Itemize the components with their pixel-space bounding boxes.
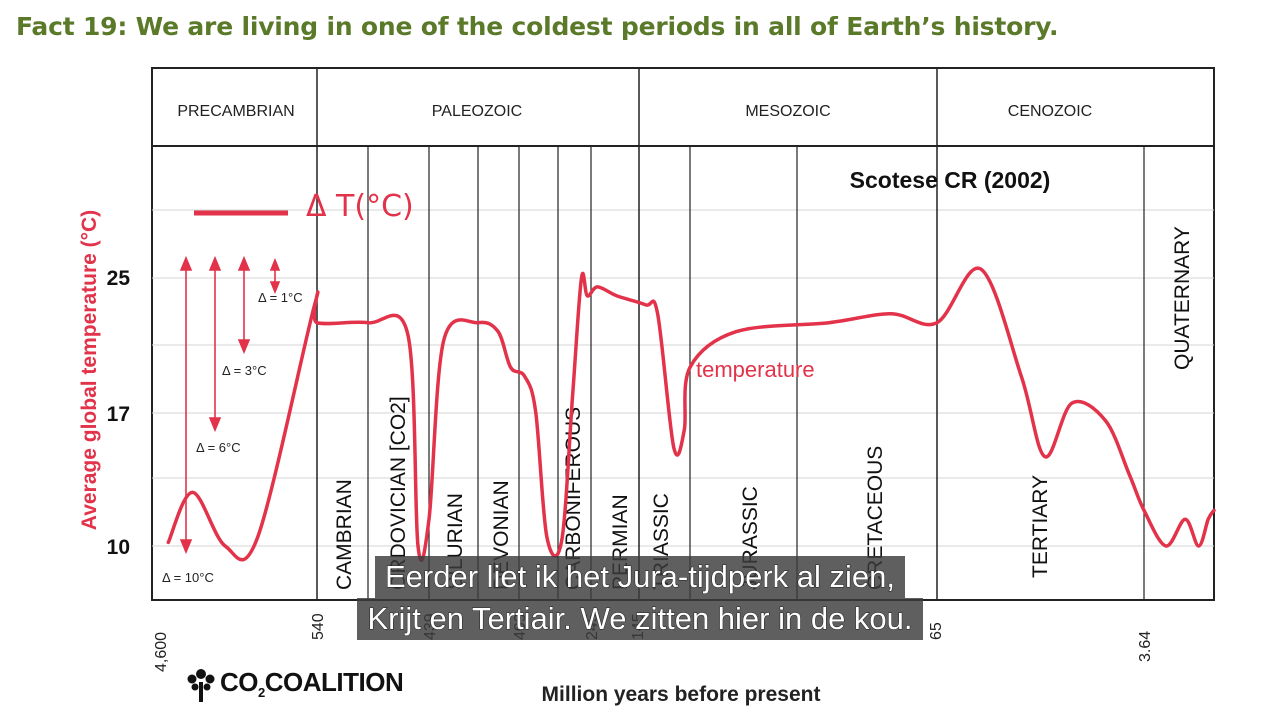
delta-label-6: Δ = 6°C <box>196 440 241 455</box>
tree-icon <box>187 669 215 702</box>
temperature-point-27 <box>689 366 691 368</box>
temperature-point-22 <box>616 295 618 297</box>
temperature-point-8 <box>417 545 419 547</box>
period-label-cambrian: CAMBRIAN <box>333 479 356 590</box>
temperature-point-18 <box>572 393 574 395</box>
x-tick-540: 540 <box>310 613 327 640</box>
temperature-point-13 <box>510 366 512 368</box>
delta-scale-arrows <box>179 255 281 555</box>
x-axis-title: Million years before present <box>542 683 821 706</box>
temperature-point-42 <box>1207 518 1209 520</box>
temperature-point-14 <box>524 375 526 377</box>
temperature-point-11 <box>477 322 479 324</box>
temperature-point-32 <box>980 268 982 270</box>
temperature-point-24 <box>657 313 659 315</box>
temperature-point-29 <box>828 322 830 324</box>
temperature-point-10 <box>443 340 445 341</box>
temperature-point-34 <box>1044 456 1046 458</box>
temperature-point-3 <box>257 536 259 538</box>
temperature-point-35 <box>1071 402 1073 404</box>
temperature-point-9 <box>428 518 430 520</box>
temperature-point-39 <box>1165 545 1167 547</box>
x-tick-4600: 4,600 <box>153 632 170 672</box>
temperature-point-30 <box>890 313 892 315</box>
y-tick-17: 17 <box>107 403 130 426</box>
era-label-mesozoic: MESOZOIC <box>745 103 830 120</box>
period-label-silurian: SILURIAN <box>444 493 467 590</box>
temperature-point-23 <box>645 304 646 306</box>
temperature-point-5 <box>316 322 318 324</box>
period-label-triassic: TRIASSIC <box>650 493 673 590</box>
temperature-point-33 <box>1020 375 1022 377</box>
gridlines <box>152 209 1214 547</box>
period-label-devonian: DEVONIAN <box>490 480 513 590</box>
source-label: Scotese CR (2002) <box>850 167 1051 193</box>
period-label-ordovician: ORDOVICIAN [CO2] <box>387 396 410 590</box>
period-label-permian: PERMIAN <box>609 494 632 590</box>
period-label-tertiary: TERTIARY <box>1029 475 1052 578</box>
delta-label-3: Δ = 3°C <box>222 363 267 378</box>
period-label-cretaceous: CRETACEOUS <box>864 446 887 590</box>
temperature-point-25 <box>673 447 675 449</box>
period-label-jurassic: JURASSIC <box>739 486 762 590</box>
x-tick-65: 65 <box>928 622 945 640</box>
x-tick-145: 145 <box>630 613 647 640</box>
era-label-cenozoic: CENOZOIC <box>1008 103 1092 120</box>
temperature-point-4 <box>314 304 316 306</box>
era-dividers <box>316 68 938 600</box>
co2-coalition-logo: CO2COALITION <box>184 666 404 702</box>
temperature-point-36 <box>1105 420 1107 422</box>
y-tick-10: 10 <box>107 536 130 559</box>
temperature-point-6 <box>367 322 369 324</box>
x-tick-3-64: 3.64 <box>1137 631 1154 662</box>
temperature-point-28 <box>735 331 737 333</box>
temperature-point-38 <box>1143 509 1145 511</box>
temperature-point-16 <box>546 536 548 538</box>
y-axis-title: Average global temperature (°C) <box>78 210 101 530</box>
temperature-series-points <box>167 268 1215 547</box>
temperature-point-12 <box>497 331 499 333</box>
temperature-point-19 <box>581 277 582 279</box>
temperature-point-1 <box>192 491 194 493</box>
temperature-point-26 <box>683 429 685 431</box>
temperature-point-15 <box>535 411 537 413</box>
slide-title: Fact 19: We are living in one of the col… <box>16 12 1059 41</box>
era-label-precambrian: PRECAMBRIAN <box>177 103 294 120</box>
temperature-point-2 <box>224 545 226 547</box>
legend-label: Δ T(°C) <box>306 189 414 224</box>
temperature-series-line <box>166 266 1216 562</box>
temperature-point-20 <box>586 295 588 297</box>
series-label-temperature: temperature <box>696 357 815 382</box>
temperature-point-21 <box>597 286 598 288</box>
temperature-point-31 <box>936 322 938 324</box>
temperature-point-40 <box>1184 518 1186 520</box>
temperature-point-37 <box>1128 474 1130 475</box>
logo-text: CO2COALITION <box>220 667 404 701</box>
temperature-point-41 <box>1198 545 1200 547</box>
period-label-quaternary: QUATERNARY <box>1171 226 1194 370</box>
x-tick-245: 245 <box>584 613 601 640</box>
temperature-point-0 <box>167 541 169 543</box>
temperature-point-7 <box>407 334 409 336</box>
temperature-point-43 <box>1213 509 1215 511</box>
delta-label-10: Δ = 10°C <box>162 570 214 585</box>
delta-label-1: Δ = 1°C <box>258 290 303 305</box>
era-label-paleozoic: PALEOZOIC <box>432 103 522 120</box>
x-tick-409: 409 <box>512 613 529 640</box>
plot-frame <box>151 67 1215 601</box>
y-tick-25: 25 <box>107 267 131 290</box>
x-tick-439: 439 <box>422 613 439 640</box>
temperature-point-17 <box>561 540 563 542</box>
